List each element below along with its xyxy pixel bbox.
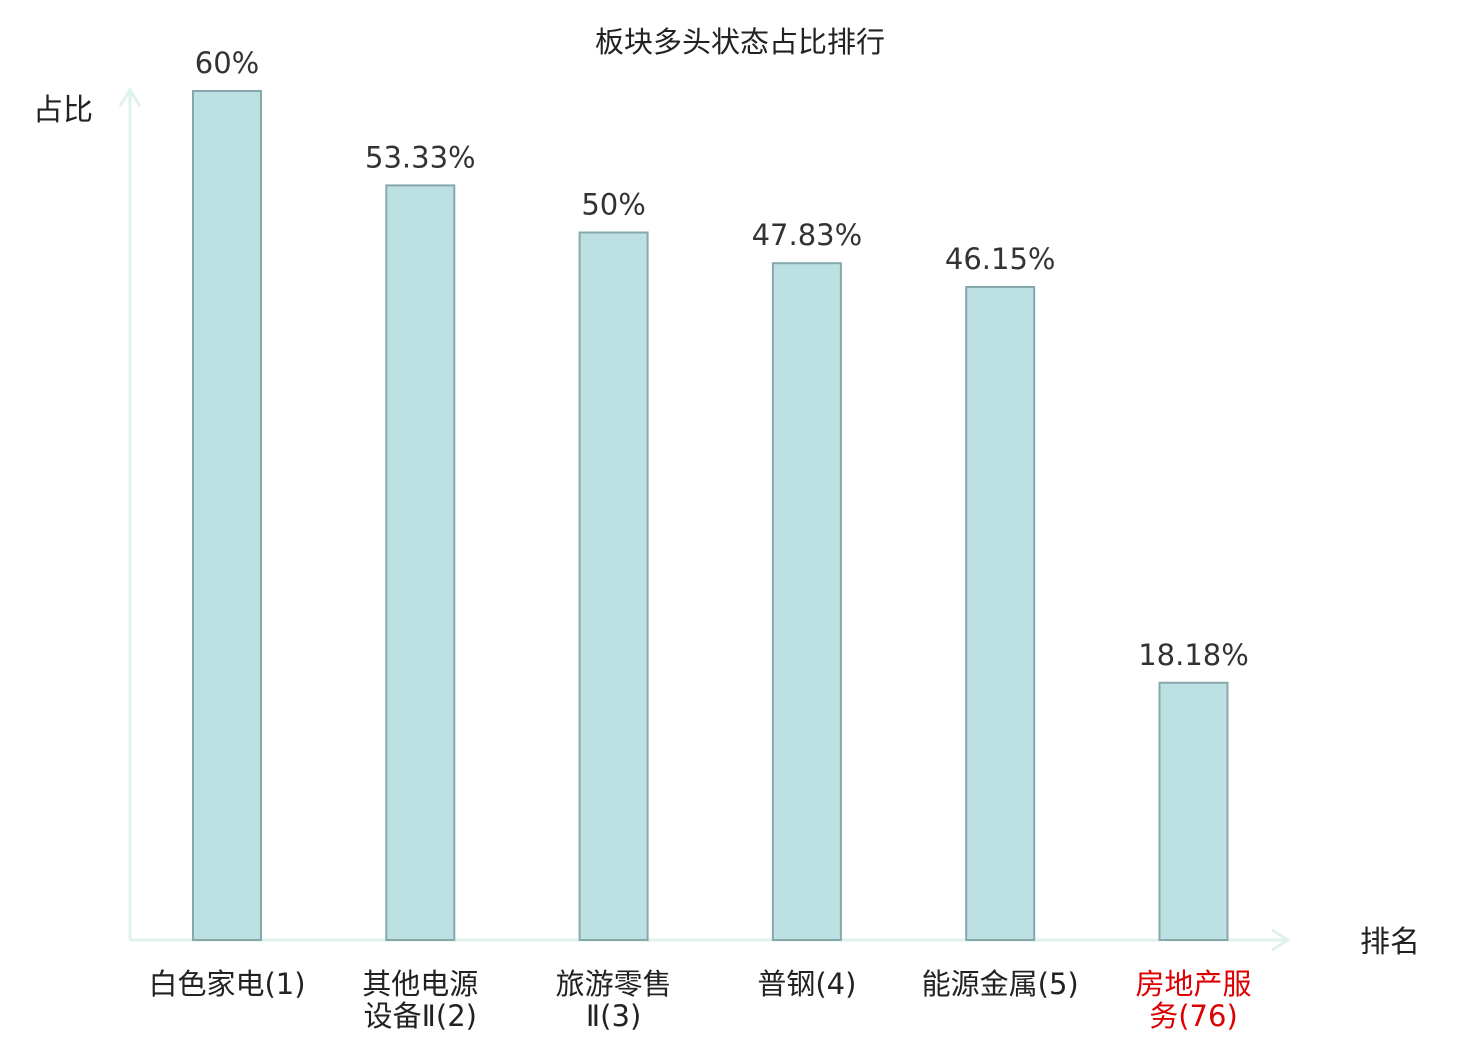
category-label-5-line-1: 能源金属(5)	[922, 967, 1079, 1001]
value-label-6: 18.18%	[1138, 638, 1249, 672]
axes	[118, 87, 1291, 952]
category-label-2-line-2: 设备Ⅱ(2)	[364, 999, 477, 1033]
bar-1	[192, 90, 262, 941]
bar-2	[385, 184, 456, 941]
category-label-3-line-1: 旅游零售	[556, 967, 672, 1001]
category-label-6-line-1: 房地产服	[1135, 967, 1251, 1001]
x-axis-arrow-icon	[1271, 928, 1291, 952]
bar-4	[771, 262, 842, 941]
bar-5	[965, 285, 1036, 942]
y-axis-arrow-icon	[118, 87, 142, 107]
category-label-3-line-2: Ⅱ(3)	[586, 999, 641, 1033]
category-label-6-line-2: 务(76)	[1149, 999, 1238, 1033]
value-labels-group: 60% 53.33% 50% 47.83% 46.15% 18.18%	[195, 46, 1249, 672]
category-label-4-line-1: 普钢(4)	[757, 967, 856, 1001]
bars-group	[192, 90, 1229, 942]
y-axis-label: 占比	[33, 93, 93, 128]
value-label-3: 50%	[581, 188, 645, 222]
x-axis-label: 排名	[1360, 925, 1420, 960]
bar-3	[578, 231, 649, 941]
bar-6	[1158, 681, 1229, 941]
value-label-1: 60%	[195, 46, 259, 80]
value-label-2: 53.33%	[365, 140, 476, 174]
category-label-1-line-1: 白色家电(1)	[148, 967, 305, 1001]
value-label-4: 47.83%	[752, 218, 863, 252]
chart-title: 板块多头状态占比排行	[595, 25, 885, 59]
value-label-5: 46.15%	[945, 242, 1056, 276]
category-label-2-line-1: 其他电源	[362, 967, 478, 1001]
